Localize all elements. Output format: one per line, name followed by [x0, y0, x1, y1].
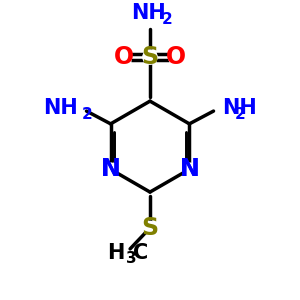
- Text: NH: NH: [222, 98, 257, 118]
- Text: H: H: [107, 243, 124, 263]
- Circle shape: [104, 163, 117, 176]
- Text: 2: 2: [82, 107, 93, 122]
- Text: N: N: [179, 157, 199, 181]
- Text: 3: 3: [126, 251, 136, 266]
- Text: NH: NH: [43, 98, 78, 118]
- Circle shape: [183, 163, 196, 176]
- Text: N: N: [101, 157, 121, 181]
- Circle shape: [169, 50, 183, 64]
- Text: C: C: [133, 243, 148, 263]
- Circle shape: [117, 50, 131, 64]
- Text: 2: 2: [161, 12, 172, 27]
- Text: N: N: [101, 157, 121, 181]
- Text: 2: 2: [235, 107, 246, 122]
- Text: NH: NH: [131, 3, 166, 23]
- Text: S: S: [141, 216, 159, 240]
- Text: O: O: [114, 45, 134, 69]
- Text: N: N: [179, 157, 199, 181]
- Text: S: S: [141, 45, 159, 69]
- Text: O: O: [166, 45, 186, 69]
- Circle shape: [144, 221, 156, 234]
- Circle shape: [143, 50, 157, 64]
